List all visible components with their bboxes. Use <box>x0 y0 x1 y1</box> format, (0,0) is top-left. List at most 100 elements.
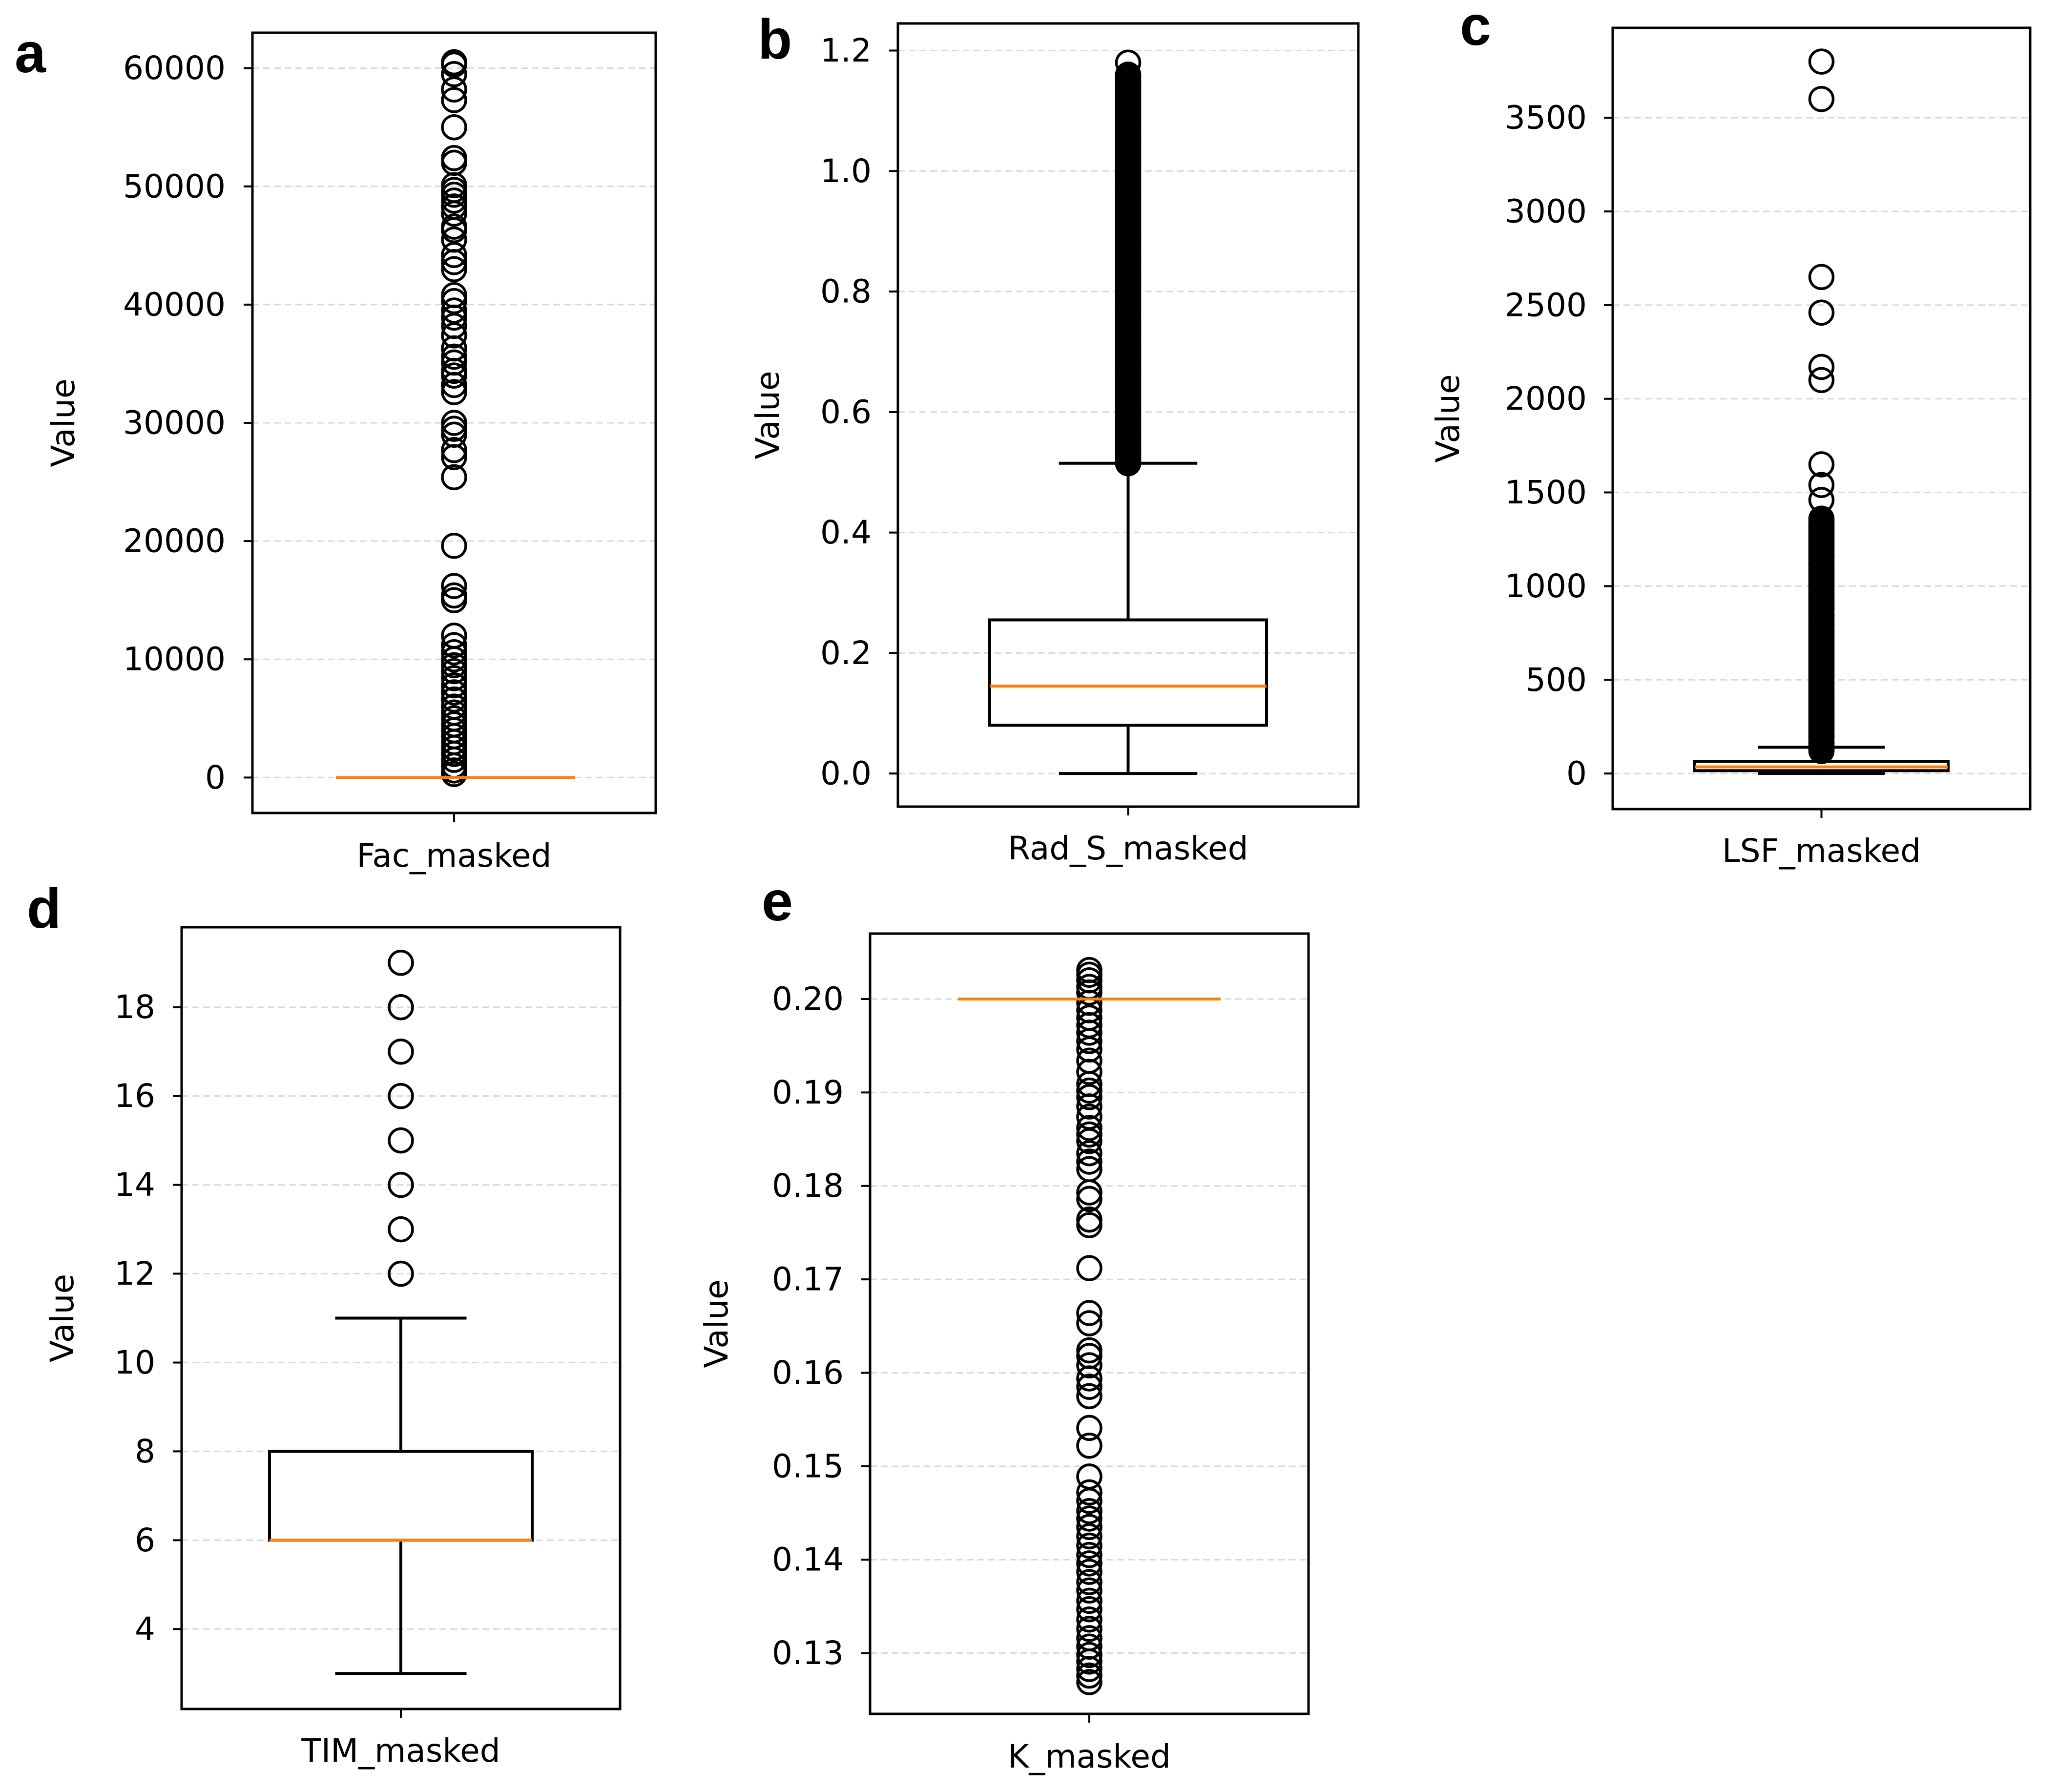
y-tick-label: 18 <box>114 988 155 1026</box>
outlier-point <box>1076 979 1102 1006</box>
outlier-point <box>441 679 467 706</box>
y-axis-label: Value <box>1429 374 1467 462</box>
outlier-point <box>1808 723 1835 750</box>
outlier-point <box>1076 1505 1102 1532</box>
x-category-label: Rad_S_masked <box>1008 830 1248 867</box>
outlier-point <box>1076 1352 1102 1378</box>
outlier-point <box>441 672 467 699</box>
outlier-point <box>388 994 414 1021</box>
x-category-label: LSF_masked <box>1722 832 1921 870</box>
outlier-point <box>441 646 467 672</box>
outlier-point <box>1076 1432 1102 1459</box>
y-tick-label: 0 <box>205 759 226 796</box>
panel-a: 0 10000 20000 30000 40000 50000 60000 Fac_maske… <box>15 22 657 875</box>
outlier-point <box>1076 1577 1102 1604</box>
outlier-point <box>1076 1648 1102 1675</box>
outlier-point <box>441 761 467 787</box>
panel-letter: c <box>1460 0 1491 57</box>
outlier-point <box>1076 1559 1102 1585</box>
x-category-label: K_masked <box>1008 1738 1171 1775</box>
y-tick-label: 40000 <box>123 286 226 323</box>
outlier-point <box>441 87 467 113</box>
y-tick-label: 0.14 <box>772 1541 844 1579</box>
outlier-point <box>441 322 467 349</box>
y-tick-label: 10 <box>114 1344 155 1381</box>
outlier-point <box>1076 1523 1102 1550</box>
y-tick-label: 6 <box>135 1521 155 1559</box>
outlier-point <box>1076 1179 1102 1206</box>
y-tick-label: 8 <box>135 1433 155 1470</box>
outlier-point <box>1076 1077 1102 1104</box>
outlier-point <box>388 1083 414 1109</box>
y-tick-label: 0.0 <box>820 755 872 792</box>
outlier-point <box>1808 715 1835 742</box>
outlier-point <box>388 1038 414 1065</box>
outlier-point <box>441 256 467 282</box>
y-tick-label: 3500 <box>1505 99 1587 137</box>
panel-c: 0 500 1000 1500 2000 2500 3000 3500 LSF_masked Va… <box>1429 0 2032 870</box>
outlier-point <box>1076 1596 1102 1623</box>
y-tick-label: 3000 <box>1505 193 1587 230</box>
outlier-point <box>1076 1365 1102 1392</box>
y-axis-label: Value <box>43 1274 81 1362</box>
panel-letter: b <box>758 8 792 71</box>
outlier-point <box>441 362 467 389</box>
outlier-point <box>1076 1514 1102 1540</box>
y-tick-label: 0.8 <box>820 273 872 311</box>
outlier-point <box>1076 1606 1102 1633</box>
outlier-point <box>1076 1300 1102 1326</box>
outlier-point <box>1808 86 1835 112</box>
outlier-point <box>1076 1383 1102 1410</box>
outlier-point <box>441 416 467 442</box>
outlier-point <box>1076 1415 1102 1441</box>
y-tick-label: 1.0 <box>820 152 872 190</box>
outlier-point <box>441 288 467 314</box>
outlier-point <box>1076 1121 1102 1148</box>
y-tick-label: 50000 <box>123 167 226 205</box>
outlier-point <box>1076 1532 1102 1559</box>
iqr-box <box>268 1450 534 1542</box>
outlier-point <box>441 533 467 559</box>
outlier-point <box>1076 1479 1102 1506</box>
outlier-point <box>441 444 467 470</box>
outlier-point <box>1808 730 1835 757</box>
outlier-point <box>1076 1140 1102 1167</box>
outlier-point <box>1076 1656 1102 1682</box>
outlier-point <box>441 573 467 599</box>
outlier-point <box>1076 1148 1102 1175</box>
y-tick-label: 500 <box>1525 661 1587 699</box>
outlier-point <box>441 242 467 268</box>
y-axis-label: Value <box>749 371 787 459</box>
y-tick-label: 1.2 <box>820 32 872 69</box>
outlier-point <box>441 747 467 773</box>
x-category-label: Fac_masked <box>356 837 551 875</box>
outlier-point <box>388 1171 414 1198</box>
y-tick-label: 10000 <box>123 641 226 678</box>
outlier-point <box>441 372 467 398</box>
outlier-point <box>1808 487 1835 513</box>
outlier-point <box>1076 1310 1102 1336</box>
outlier-point <box>441 51 467 78</box>
outlier-point <box>1115 70 1142 97</box>
outlier-point <box>388 1216 414 1243</box>
y-axis-label: Value <box>44 378 82 467</box>
outlier-point <box>1808 737 1835 763</box>
outlier-point <box>441 632 467 658</box>
outlier-point <box>1115 49 1142 76</box>
outlier-point <box>441 217 467 244</box>
outlier-point <box>1115 441 1142 467</box>
outlier-point <box>441 639 467 666</box>
y-axis-label: Value <box>698 1279 735 1368</box>
y-tick-label: 0.18 <box>772 1167 844 1205</box>
y-tick-label: 0.20 <box>772 980 844 1018</box>
outlier-point <box>388 950 414 976</box>
y-tick-label: 14 <box>114 1166 155 1204</box>
outlier-point <box>1076 1255 1102 1281</box>
panel-letter: e <box>762 870 793 933</box>
y-tick-label: 0.6 <box>820 393 872 431</box>
outlier-point <box>1076 1020 1102 1046</box>
outlier-point <box>441 665 467 691</box>
y-tick-label: 12 <box>114 1255 155 1292</box>
outlier-point <box>1076 1498 1102 1524</box>
